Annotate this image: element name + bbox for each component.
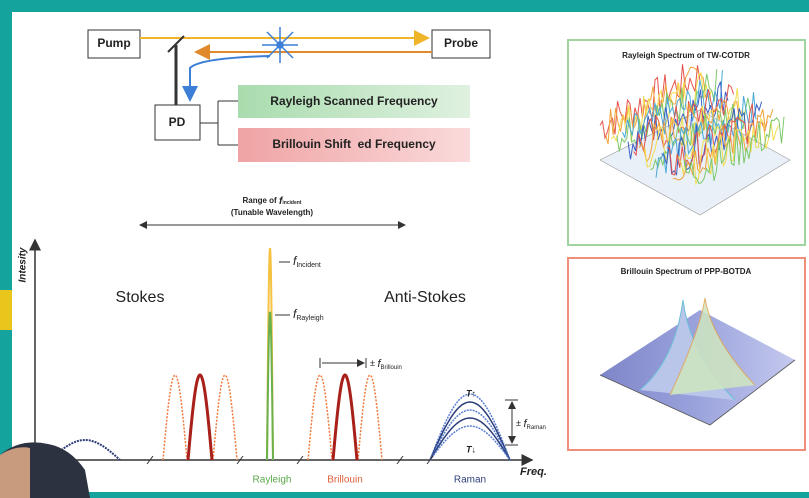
band-rayleigh: Rayleigh (253, 475, 292, 486)
range-note: (Tunable Wavelength) (231, 208, 314, 217)
band-brillouin: Brillouin (327, 475, 363, 486)
edge-strip (0, 290, 12, 330)
anti-stokes-label: Anti-Stokes (384, 289, 466, 306)
brillouin-panel-title: Brillouin Spectrum of PPP-BOTDA (621, 267, 752, 276)
presenter-skin (0, 447, 30, 498)
range-prefix: Range of (243, 196, 278, 205)
raman-subscript: Raman (527, 425, 546, 431)
temp-down: T↓ (466, 444, 476, 454)
brillouin-subscript: Brillouin (381, 365, 402, 371)
range-subscript: incident (282, 200, 302, 206)
pump-label: Pump (97, 36, 130, 50)
temp-up: T↑ (466, 388, 476, 398)
page: Pump Probe PD Rayleigh Scanned Frequency… (0, 0, 809, 498)
scatter-star (262, 27, 298, 63)
brillouin-prefix: ± (370, 358, 375, 368)
y-axis-title: Intesity (18, 247, 29, 282)
rayleigh-box-label: Rayleigh Scanned Frequency (270, 94, 438, 108)
stokes-label: Stokes (116, 289, 165, 306)
slide: Pump Probe PD Rayleigh Scanned Frequency… (0, 0, 809, 498)
probe-label: Probe (444, 36, 478, 50)
pd-label: PD (169, 115, 186, 129)
x-axis-title: Freq. (520, 466, 547, 478)
raman-prefix: ± (516, 418, 521, 428)
incident-subscript: Incident (296, 262, 321, 269)
rayleigh-subscript: Rayleigh (296, 315, 323, 322)
rayleigh-panel-title: Rayleigh Spectrum of TW-COTDR (622, 51, 750, 60)
band-raman: Raman (454, 475, 486, 486)
brillouin-box-label: Brillouin Shift ed Frequency (272, 137, 436, 151)
